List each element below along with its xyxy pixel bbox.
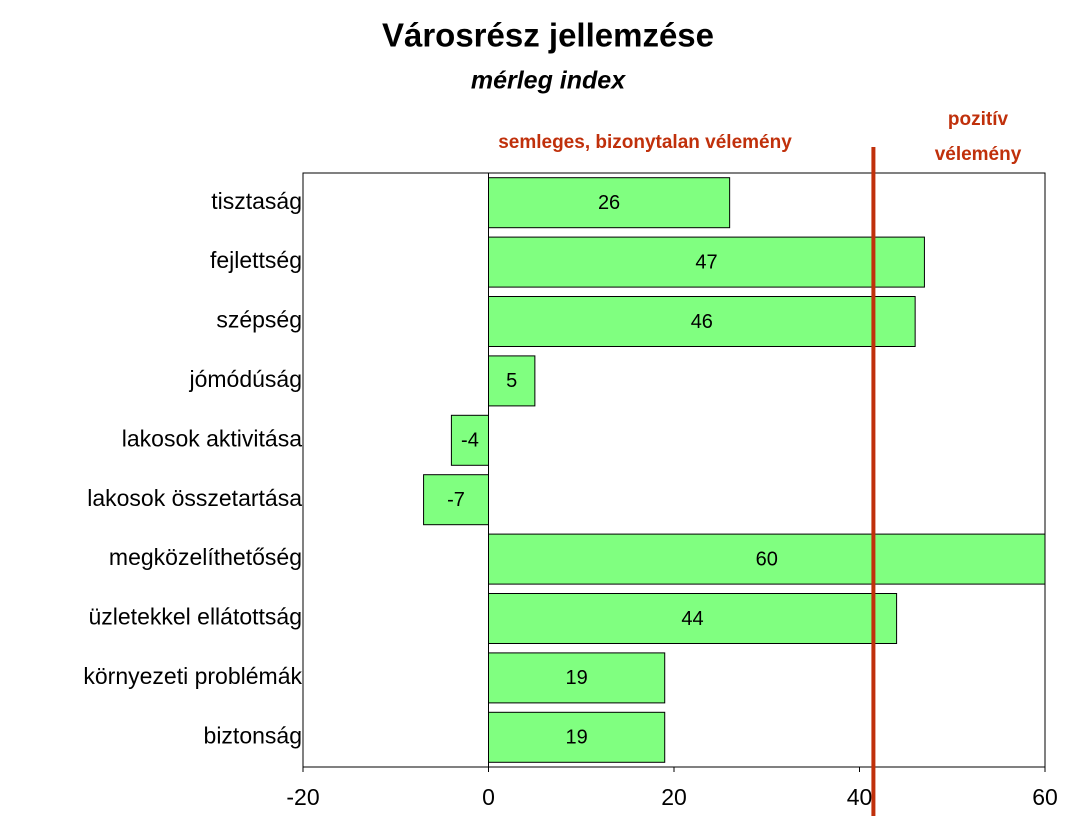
data-label: 46	[691, 311, 713, 333]
bar	[488, 533, 1046, 585]
y-tick-label: jómódúság	[188, 366, 302, 392]
bar	[488, 711, 666, 763]
data-label: -4	[461, 430, 479, 452]
bar	[488, 652, 666, 704]
chart-title: Városrész jellemzése	[382, 17, 714, 54]
data-label: -7	[447, 489, 465, 511]
x-tick-label: 40	[847, 784, 873, 810]
bar	[488, 355, 536, 407]
x-tick-label: 60	[1032, 784, 1058, 810]
data-label: 47	[695, 251, 717, 273]
bar	[488, 593, 898, 644]
x-tick-label: 20	[661, 784, 687, 810]
bar	[488, 177, 731, 229]
y-tick-label: lakosok összetartása	[87, 485, 302, 511]
data-label: 60	[756, 548, 778, 570]
annotation: vélemény	[935, 144, 1022, 165]
y-tick-label: lakosok aktivitása	[122, 425, 302, 451]
bar	[423, 474, 490, 526]
annotation: pozitív	[948, 109, 1009, 130]
x-tick-label: -20	[286, 784, 319, 810]
y-tick-label: üzletekkel ellátottság	[88, 604, 302, 630]
data-label: 44	[681, 608, 703, 630]
y-tick-label: környezeti problémák	[83, 663, 302, 689]
data-label: 5	[506, 370, 517, 392]
y-tick-label: tisztaság	[211, 188, 302, 214]
chart-subtitle: mérleg index	[471, 67, 626, 95]
y-tick-label: megközelíthetőség	[109, 544, 302, 570]
x-tick-label: 0	[482, 784, 495, 810]
y-tick-label: biztonság	[204, 722, 302, 748]
data-label: 19	[565, 667, 587, 689]
data-label: 26	[598, 192, 620, 214]
y-tick-label: szépség	[216, 307, 302, 333]
bar	[450, 414, 489, 466]
annotation: semleges, bizonytalan vélemény	[498, 132, 792, 153]
y-tick-label: fejlettség	[210, 247, 302, 273]
data-label: 19	[565, 727, 587, 749]
